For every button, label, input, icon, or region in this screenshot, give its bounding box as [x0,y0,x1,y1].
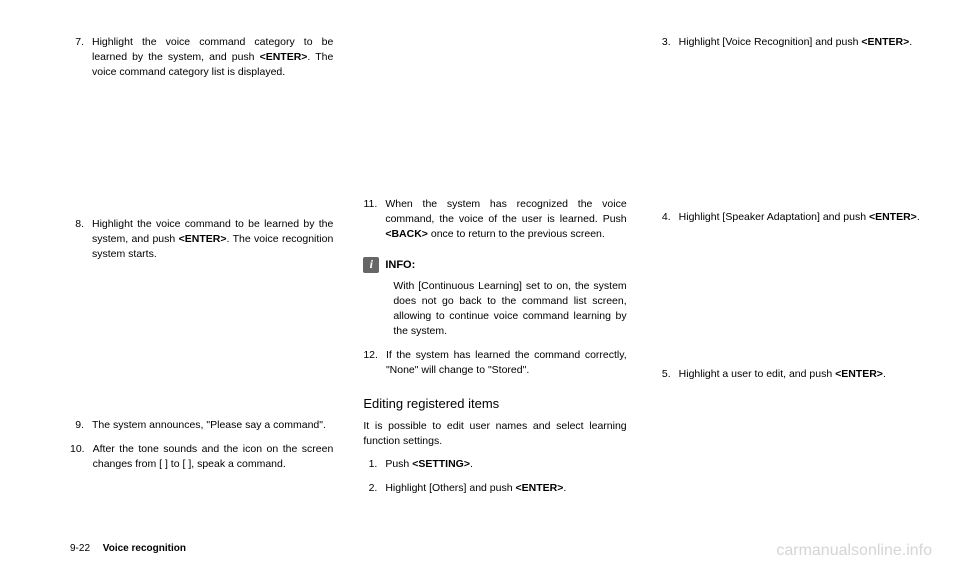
column-1: 7. Highlight the voice command category … [70,35,333,554]
item-text: When the system has recognized the voice… [385,197,626,243]
list-item-12: 12. If the system has learned the comman… [363,348,626,378]
text-bold: <ENTER> [835,368,883,380]
list-item-5: 5. Highlight a user to edit, and push <E… [657,367,920,382]
item-number: 5. [657,367,679,382]
item-text: Highlight the voice command to be learne… [92,217,333,263]
page-content: 7. Highlight the voice command category … [0,0,960,574]
text-bold: <ENTER> [869,211,917,223]
list-item-7: 7. Highlight the voice command category … [70,35,333,81]
item-number: 2. [363,481,385,496]
body-text: It is possible to edit user names and se… [363,419,626,449]
text-part: . [909,36,912,48]
text-bold: <ENTER> [179,233,227,245]
item-number: 8. [70,217,92,263]
text-part: . [917,211,920,223]
item-text: The system announces, "Please say a comm… [92,418,333,433]
text-part: . [563,482,566,494]
section-heading: Editing registered items [363,396,626,411]
item-number: 9. [70,418,92,433]
info-icon: i [363,257,379,273]
column-3: 3. Highlight [Voice Recognition] and pus… [657,35,920,554]
text-part: Highlight [Others] and push [385,482,515,494]
list-item-4: 4. Highlight [Speaker Adaptation] and pu… [657,210,920,225]
text-part: Highlight [Voice Recognition] and push [679,36,862,48]
text-part: Push [385,458,412,470]
spacer [657,58,920,210]
text-part: When the system has recognized the voice… [385,198,626,225]
item-text: Highlight a user to edit, and push <ENTE… [679,367,920,382]
list-item-1: 1. Push <SETTING>. [363,457,626,472]
list-item-3: 3. Highlight [Voice Recognition] and pus… [657,35,920,50]
footer-title: Voice recognition [103,543,186,554]
info-label: INFO: [385,259,415,271]
page-footer: 9-22 Voice recognition [70,543,186,554]
text-bold: <SETTING> [412,458,470,470]
item-number: 11. [363,197,385,243]
item-number: 7. [70,35,92,81]
item-text: Highlight [Others] and push <ENTER>. [385,481,626,496]
item-number: 1. [363,457,385,472]
text-part: Highlight a user to edit, and push [679,368,835,380]
text-part: Highlight [Speaker Adaptation] and push [679,211,869,223]
list-item-11: 11. When the system has recognized the v… [363,197,626,243]
list-item-2: 2. Highlight [Others] and push <ENTER>. [363,481,626,496]
item-text: Highlight [Voice Recognition] and push <… [679,35,920,50]
item-number: 3. [657,35,679,50]
spacer [70,89,333,217]
item-number: 12. [363,348,386,378]
text-part: . [883,368,886,380]
item-text: If the system has learned the command co… [386,348,627,378]
watermark: carmanualsonline.info [776,542,932,560]
item-text: Highlight [Speaker Adaptation] and push … [679,210,920,225]
text-bold: <BACK> [385,228,428,240]
item-number: 4. [657,210,679,225]
text-bold: <ENTER> [260,51,308,63]
page-number: 9-22 [70,543,90,554]
text-bold: <ENTER> [861,36,909,48]
text-part: . [470,458,473,470]
text-part: once to return to the previous screen. [428,228,605,240]
list-item-10: 10. After the tone sounds and the icon o… [70,442,333,472]
item-text: Push <SETTING>. [385,457,626,472]
list-item-9: 9. The system announces, "Please say a c… [70,418,333,433]
text-bold: <ENTER> [516,482,564,494]
spacer [363,35,626,197]
spacer [657,233,920,367]
spacer [70,270,333,418]
item-text: After the tone sounds and the icon on th… [93,442,334,472]
item-text: Highlight the voice command category to … [92,35,333,81]
info-header: i INFO: [363,257,626,273]
column-2: 11. When the system has recognized the v… [363,35,626,554]
info-text: With [Continuous Learning] set to on, th… [393,279,626,340]
list-item-8: 8. Highlight the voice command to be lea… [70,217,333,263]
item-number: 10. [70,442,93,472]
